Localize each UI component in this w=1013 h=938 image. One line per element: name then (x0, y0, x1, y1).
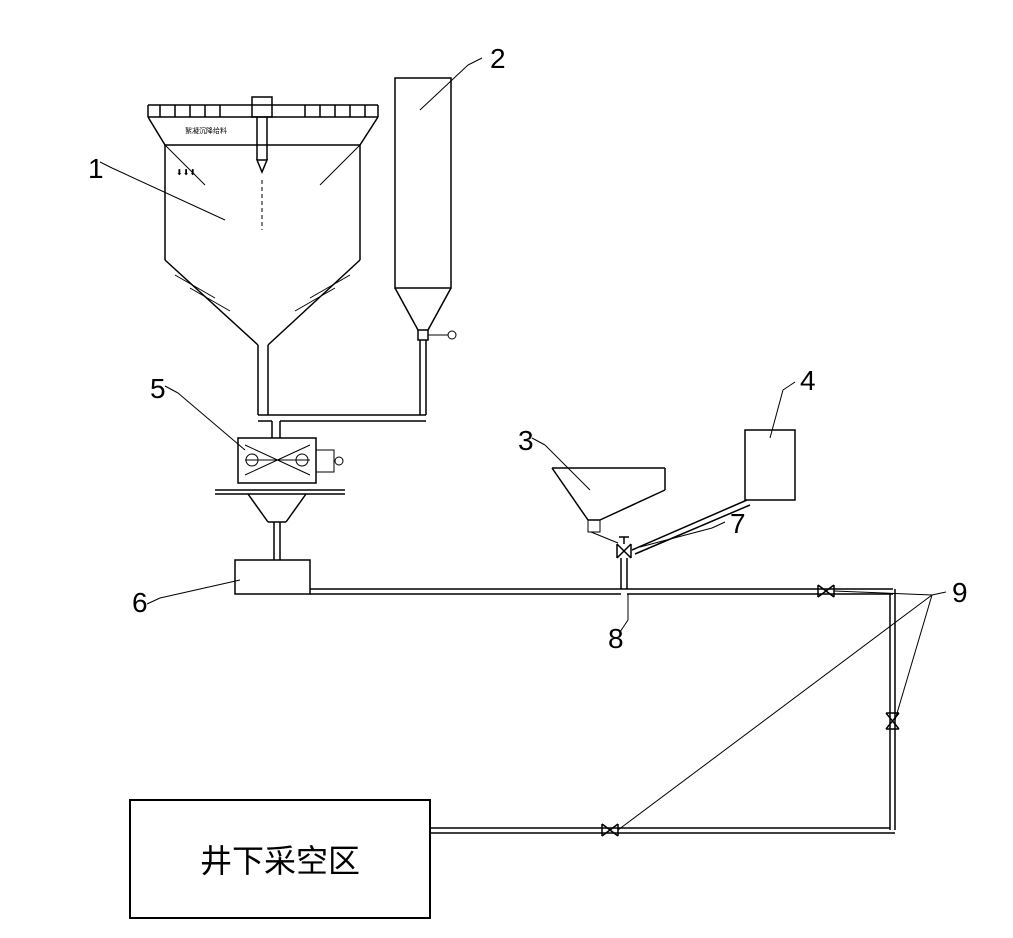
inline-valve-c (602, 824, 618, 836)
thickener-device: 絮凝沉降给料 ⬇⬇⬇ (148, 97, 378, 415)
inline-valve-a (818, 585, 834, 597)
tee-junction (258, 415, 426, 438)
main-pipeline (310, 585, 899, 836)
mixer-device (215, 438, 345, 560)
label-9: 9 (952, 577, 968, 608)
label-4: 4 (800, 365, 816, 396)
svg-text:絮凝沉降给料: 絮凝沉降给料 (185, 126, 227, 135)
silo-device (395, 78, 456, 415)
goaf-label: 井下采空区 (200, 843, 360, 879)
label-7: 7 (730, 508, 746, 539)
label-3: 3 (518, 425, 534, 456)
hopper-device (552, 468, 665, 543)
label-6: 6 (132, 587, 148, 618)
label-8: 8 (608, 623, 624, 654)
label-5: 5 (150, 373, 166, 404)
valve-7 (617, 537, 631, 589)
label-1: 1 (88, 153, 104, 184)
rect-device (632, 430, 795, 554)
diagram-root: 絮凝沉降给料 ⬇⬇⬇ (0, 0, 1013, 938)
goaf-box: 井下采空区 (130, 800, 430, 918)
diagram-svg: 絮凝沉降给料 ⬇⬇⬇ (0, 0, 1013, 938)
pump-tank (235, 560, 310, 594)
svg-text:⬇⬇⬇: ⬇⬇⬇ (176, 168, 196, 177)
label-2: 2 (490, 43, 506, 74)
inline-valve-b (886, 713, 899, 729)
